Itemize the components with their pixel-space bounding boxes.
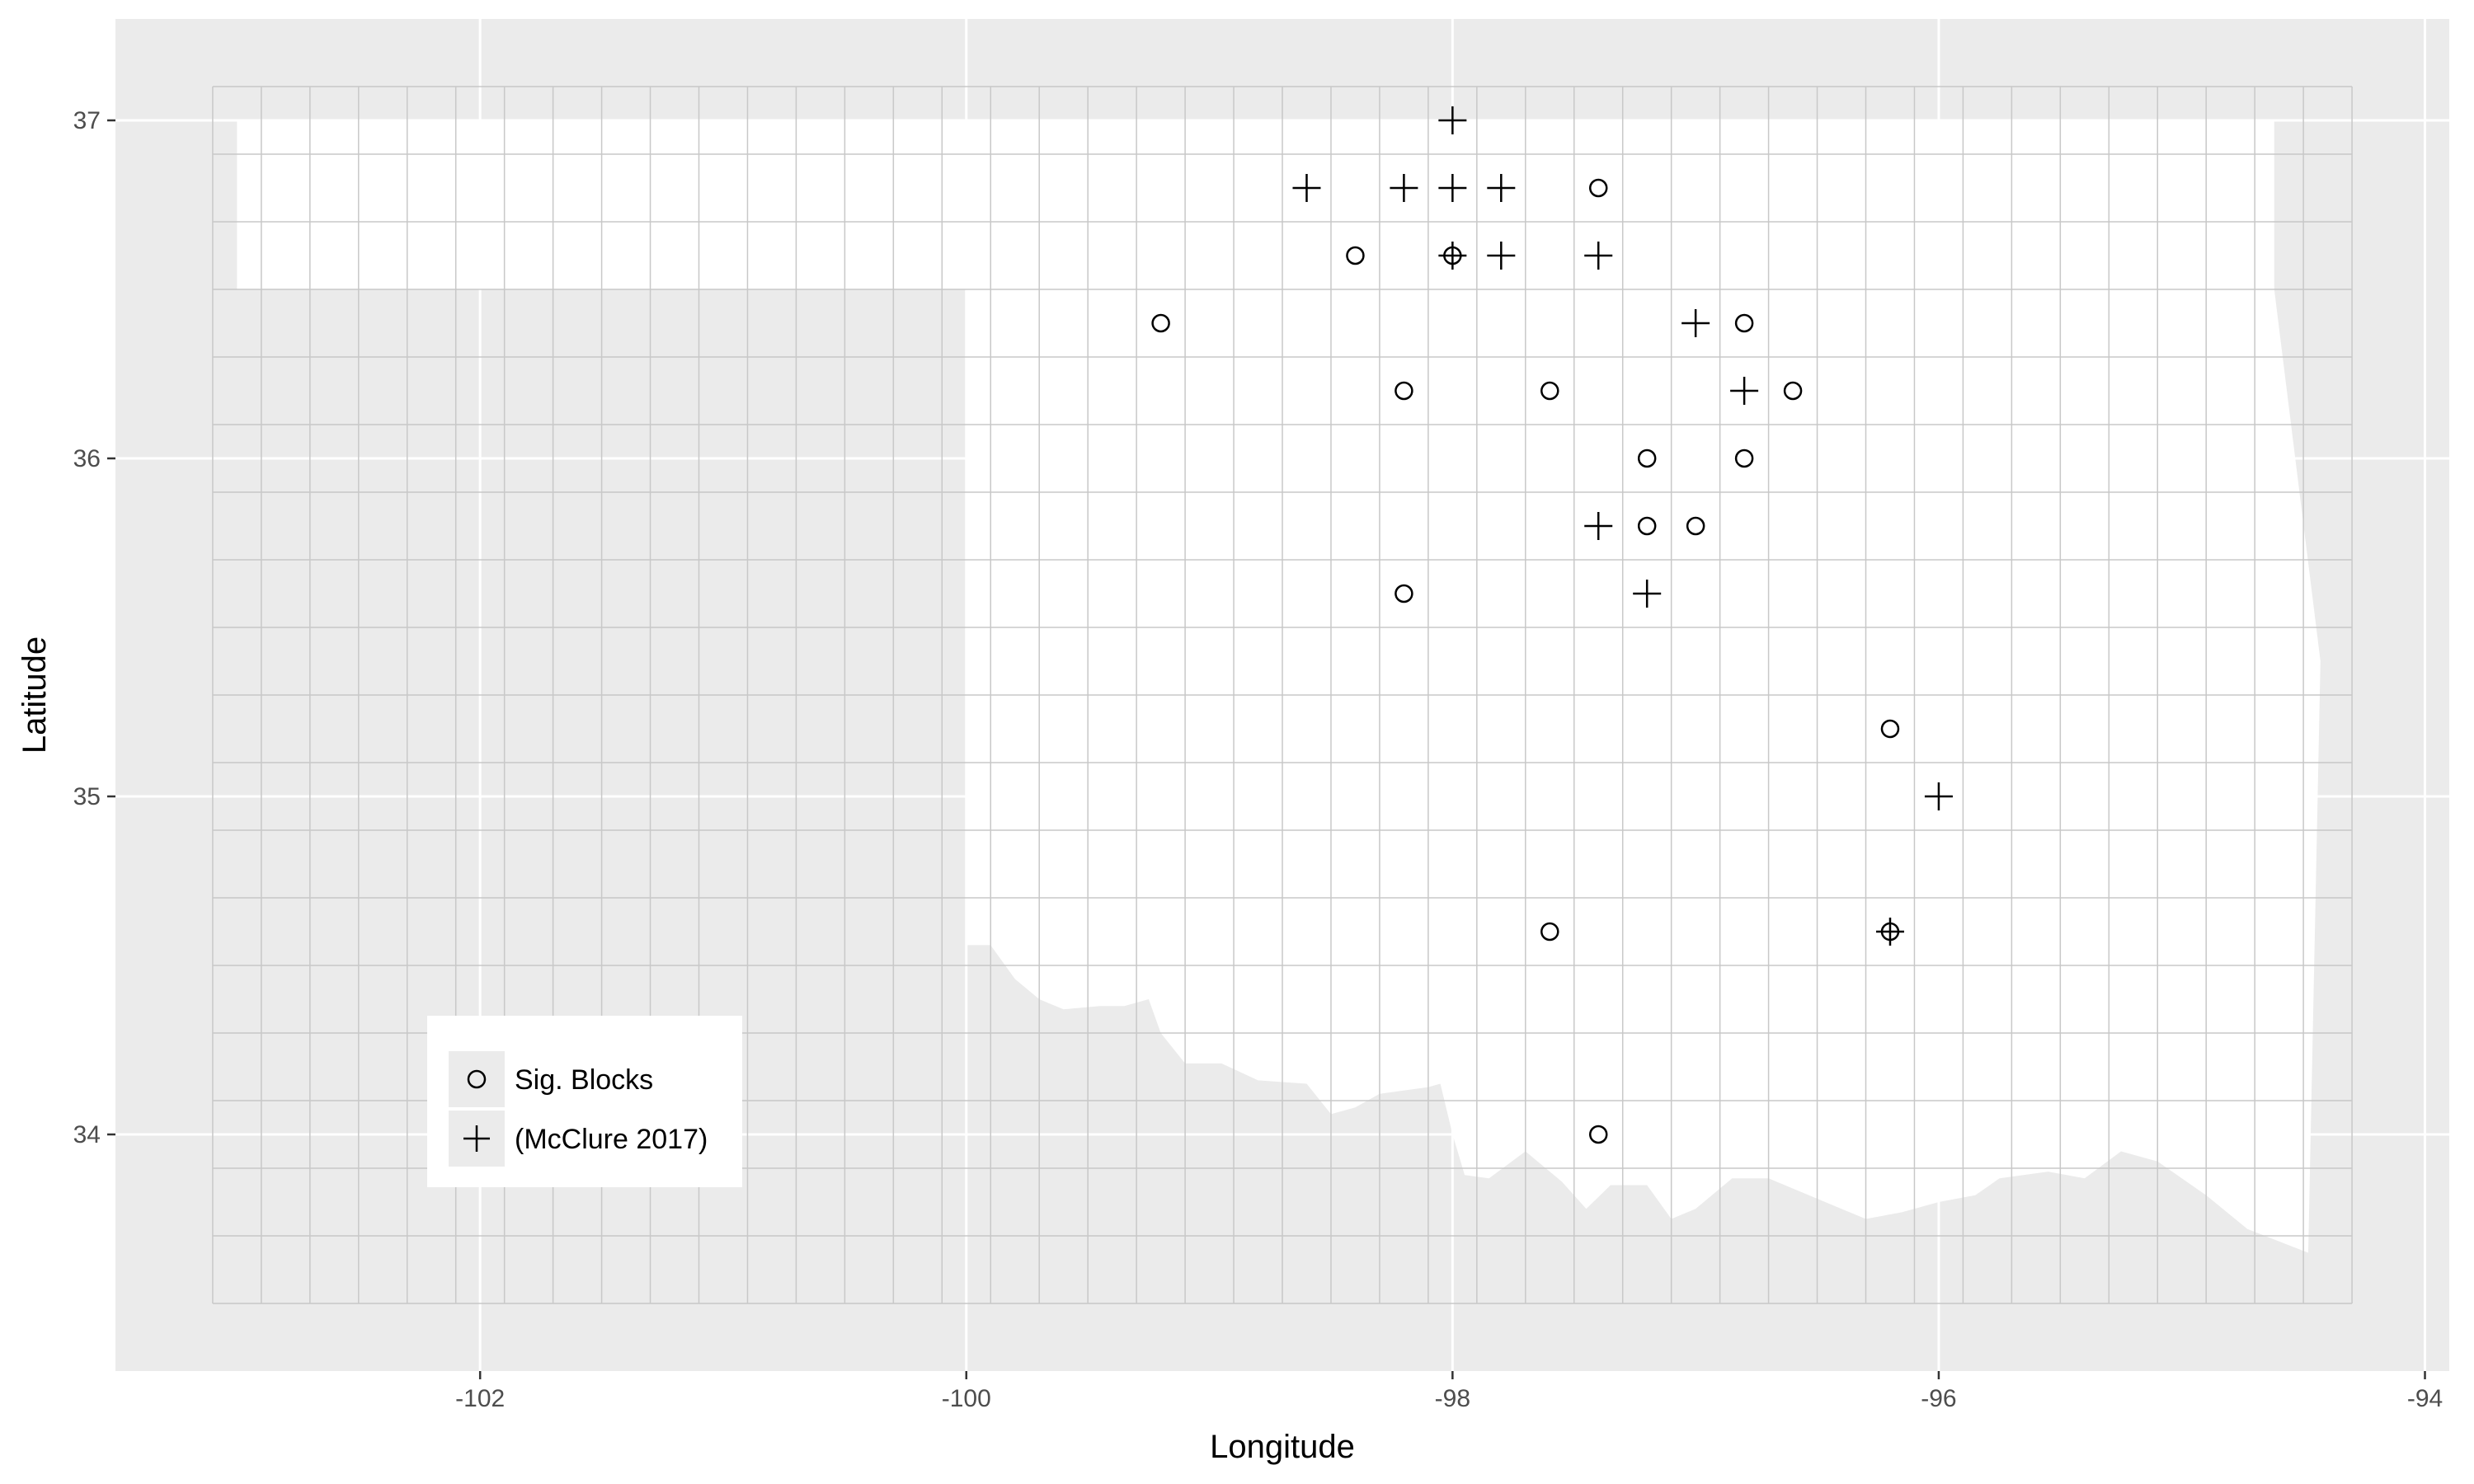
mcclure-point xyxy=(1633,580,1662,608)
mcclure-point xyxy=(1390,174,1418,202)
legend-plus-marker xyxy=(463,1125,490,1152)
x-tick-label: -100 xyxy=(942,1385,991,1412)
mcclure-point xyxy=(1875,918,1904,946)
x-axis: -102 -100 -98 -96 -94 xyxy=(455,1371,2443,1412)
y-tick-label: 37 xyxy=(73,107,101,134)
mcclure-point xyxy=(1438,174,1467,202)
sig-block-point xyxy=(1540,381,1559,401)
sig-block-point xyxy=(1588,1125,1608,1144)
x-tick-label: -102 xyxy=(455,1385,505,1412)
state-shape xyxy=(237,120,2321,1253)
sig-block-point xyxy=(1395,584,1413,603)
sig-block-point xyxy=(1588,178,1608,198)
sig-block-point xyxy=(1395,381,1413,401)
sig-block-point xyxy=(1783,381,1803,401)
legend-circle-marker xyxy=(467,1069,487,1089)
mcclure-point xyxy=(1438,242,1467,270)
y-tick-label: 36 xyxy=(73,445,101,472)
x-tick-label: -98 xyxy=(1435,1385,1470,1412)
sig-block-point xyxy=(1880,719,1900,739)
mcclure-point xyxy=(1681,309,1710,337)
legend-label-sig-blocks: Sig. Blocks xyxy=(515,1064,653,1096)
x-tick-label: -96 xyxy=(1921,1385,1956,1412)
sig-block-point xyxy=(1346,246,1365,265)
legend-key-circle-bg xyxy=(449,1051,505,1107)
sig-block-point xyxy=(1686,516,1705,536)
legend: Sig. Blocks (McClure 2017) xyxy=(427,1016,742,1187)
y-tick-label: 35 xyxy=(73,783,101,810)
y-tick-label: 34 xyxy=(73,1121,101,1148)
sig-block-point xyxy=(1151,313,1170,333)
data-points xyxy=(1151,106,1953,1144)
y-axis-title: Latitude xyxy=(16,636,53,754)
mcclure-point xyxy=(1730,377,1759,405)
legend-label-mcclure: (McClure 2017) xyxy=(515,1124,708,1155)
mcclure-point xyxy=(1487,174,1516,202)
sig-block-point xyxy=(1637,516,1657,536)
sig-block-point xyxy=(1734,313,1754,333)
mcclure-point xyxy=(1584,512,1613,540)
mcclure-point xyxy=(1924,782,1953,810)
x-tick-label: -94 xyxy=(2407,1385,2443,1412)
sig-block-point xyxy=(1734,448,1754,468)
sig-block-point xyxy=(1540,922,1559,942)
sig-block-point xyxy=(1637,448,1657,468)
mcclure-point xyxy=(1438,106,1467,134)
mcclure-point xyxy=(1584,242,1613,270)
y-axis: 34 35 36 37 xyxy=(73,107,115,1148)
mcclure-point xyxy=(1292,174,1321,202)
x-axis-title: Longitude xyxy=(1210,1429,1355,1465)
mcclure-point xyxy=(1487,242,1516,270)
